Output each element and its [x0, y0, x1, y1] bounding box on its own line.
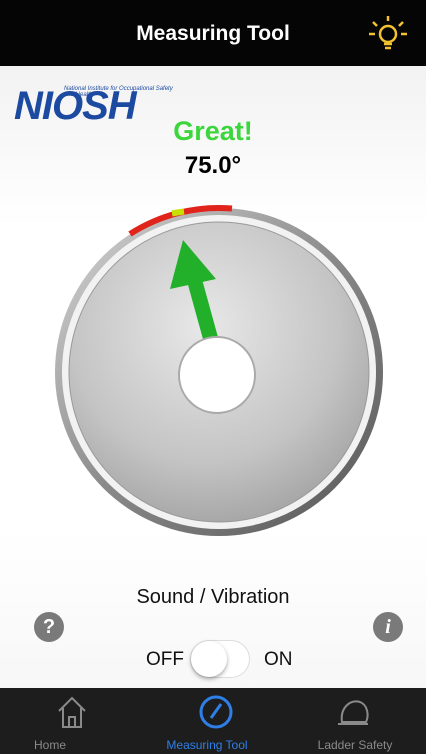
info-button[interactable]: i — [373, 612, 403, 642]
tab-bar: Home Measuring Tool Ladder Safety — [0, 688, 426, 754]
screen-title: Measuring Tool — [0, 22, 426, 46]
helmet-icon — [336, 694, 372, 730]
angle-text: 75.0° — [0, 152, 426, 180]
sound-toggle[interactable] — [190, 640, 250, 678]
measuring-tab[interactable]: Measuring Tool — [142, 688, 284, 754]
off-label: OFF — [146, 649, 184, 671]
dial — [0, 190, 426, 560]
status-text: Great! — [0, 116, 426, 147]
dial-hub — [179, 337, 255, 413]
header-bar: Measuring Tool — [0, 0, 426, 66]
on-label: ON — [264, 649, 293, 671]
home-tab[interactable]: Home — [0, 688, 142, 754]
home-icon — [56, 694, 88, 730]
logo-subtitle: National Institute for Occupational Safe… — [64, 86, 174, 98]
current-marker — [172, 212, 184, 214]
ladder-tab[interactable]: Ladder Safety — [284, 688, 426, 754]
sound-label: Sound / Vibration — [0, 586, 426, 609]
light-bulb-icon[interactable] — [368, 14, 408, 54]
help-button[interactable]: ? — [34, 612, 64, 642]
app-screen: Measuring Tool NIOSH National Institute … — [0, 0, 426, 754]
tab-label: Ladder Safety — [284, 738, 426, 752]
gauge-icon — [198, 694, 234, 730]
tab-label: Measuring Tool — [136, 738, 278, 752]
tab-label: Home — [0, 738, 121, 752]
toggle-knob — [191, 641, 227, 677]
